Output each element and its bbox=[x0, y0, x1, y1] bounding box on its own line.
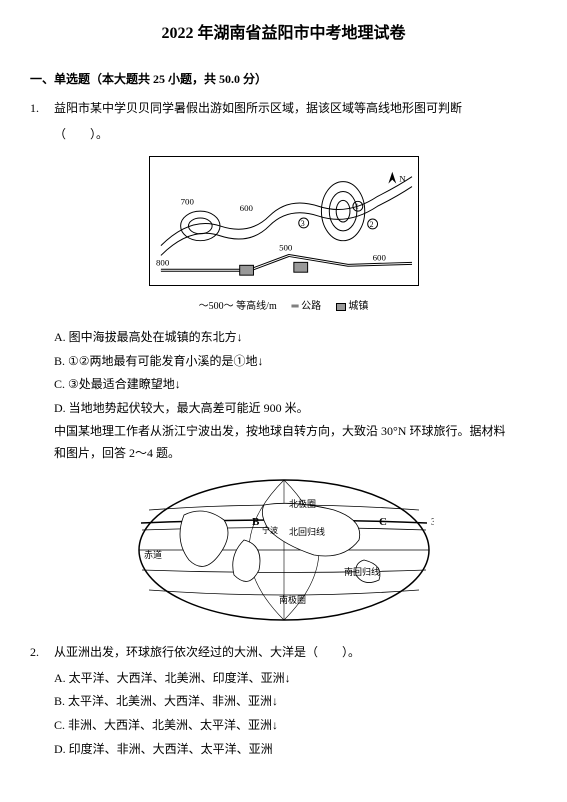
legend-contour: ～500～ 等高线/m bbox=[199, 298, 277, 316]
option-b: B. ①②两地最有可能发育小溪的是①地↓ bbox=[30, 351, 537, 373]
question-1: 1. 益阳市某中学贝贝同学暑假出游如图所示区域，据该区域等高线地形图可判断 bbox=[30, 98, 537, 120]
contour-label: 500 bbox=[279, 242, 293, 252]
section-header: 一、单选题（本大题共 25 小题，共 50.0 分） bbox=[30, 69, 537, 91]
option-a: A. 太平洋、大西洋、北美洲、印度洋、亚洲↓ bbox=[30, 668, 537, 690]
option-c: C. 非洲、大西洋、北美洲、太平洋、亚洲↓ bbox=[30, 715, 537, 737]
question-number: 2. bbox=[30, 642, 54, 664]
legend-road: ═ 公路 bbox=[291, 298, 321, 316]
contour-label: 700 bbox=[180, 196, 194, 206]
map-label: 南回归线 bbox=[344, 566, 380, 577]
svg-text:2: 2 bbox=[369, 219, 373, 228]
option-d: D. 印度洋、非洲、大西洋、太平洋、亚洲 bbox=[30, 739, 537, 761]
question-text: 从亚洲出发，环球旅行依次经过的大洲、大洋是（ ）。 bbox=[54, 642, 537, 664]
passage-line1: 中国某地理工作者从浙江宁波出发，按地球自转方向，大致沿 30°N 环球旅行。据材… bbox=[30, 421, 537, 443]
option-d: D. 当地地势起伏较大，最大高差可能近 900 米。 bbox=[30, 398, 537, 420]
map-label: 30° bbox=[431, 517, 434, 528]
legend-town: 城镇 bbox=[336, 298, 369, 316]
question-text-cont: （ ）。 bbox=[30, 124, 537, 146]
svg-text:3: 3 bbox=[300, 219, 304, 228]
svg-text:1: 1 bbox=[354, 202, 358, 211]
contour-map-figure: N 700 600 500 800 600 3 1 2 ～500～ 等高线/m … bbox=[30, 156, 537, 317]
map-point-c: C bbox=[379, 516, 387, 528]
option-a: A. 图中海拔最高处在城镇的东北方↓ bbox=[30, 327, 537, 349]
question-2: 2. 从亚洲出发，环球旅行依次经过的大洲、大洋是（ ）。 bbox=[30, 642, 537, 664]
map-label: 北回归线 bbox=[289, 526, 325, 537]
question-number: 1. bbox=[30, 98, 54, 120]
option-c: C. ③处最适合建瞭望地↓ bbox=[30, 374, 537, 396]
contour-label: 600 bbox=[239, 203, 253, 213]
map-legend: ～500～ 等高线/m ═ 公路 城镇 bbox=[30, 297, 537, 317]
map-label: 赤道 bbox=[144, 549, 162, 560]
question-text: 益阳市某中学贝贝同学暑假出游如图所示区域，据该区域等高线地形图可判断 bbox=[54, 98, 537, 120]
world-map-figure: 北极圈 北回归线 赤道 南回归线 南极圈 30° B C 宁波 bbox=[30, 475, 537, 633]
passage-line2: 和图片，回答 2～4 题。 bbox=[30, 443, 537, 465]
page-title: 2022 年湖南省益阳市中考地理试卷 bbox=[30, 20, 537, 49]
north-label: N bbox=[399, 173, 406, 183]
ningbo-label: 宁波 bbox=[262, 525, 278, 535]
option-b: B. 太平洋、北美洲、大西洋、非洲、亚洲↓ bbox=[30, 691, 537, 713]
contour-label: 800 bbox=[156, 257, 170, 267]
map-label: 南极圈 bbox=[279, 594, 306, 605]
contour-label: 600 bbox=[372, 252, 386, 262]
map-point-b: B bbox=[252, 516, 260, 528]
map-label: 北极圈 bbox=[289, 498, 316, 509]
